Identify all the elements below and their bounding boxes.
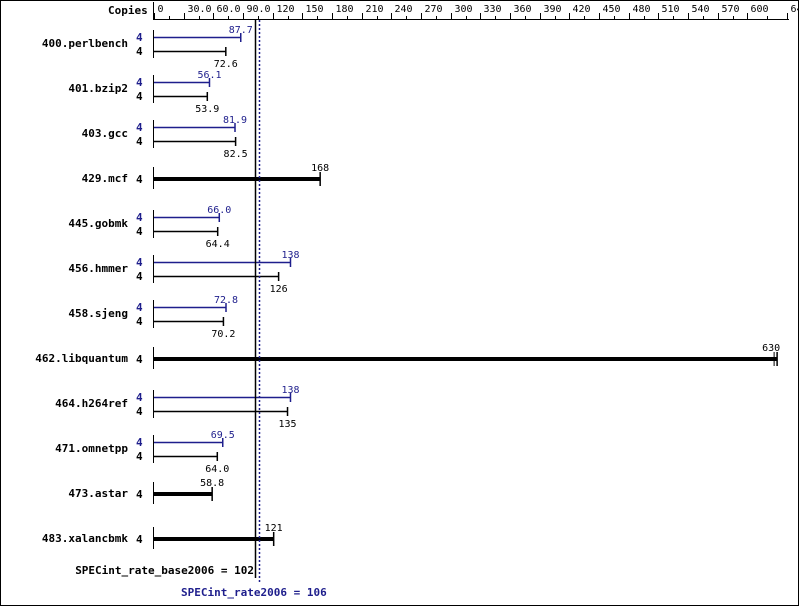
peak-value-label: 56.1: [197, 70, 221, 81]
x-tick-label: 30.0: [188, 4, 212, 15]
benchmark-row: 403.gcc 4 81.9 4 82.5: [82, 115, 248, 160]
base-copies: 4: [136, 45, 143, 58]
base-bar: [154, 537, 274, 541]
x-tick-label: 570: [722, 4, 740, 15]
base-value-label: 630: [762, 343, 780, 354]
x-axis: 0 30.0 60.0 90.0 120 150 180 210 240 270 300 330 360…: [153, 2, 799, 20]
benchmark-name: 483.xalancbmk: [42, 532, 128, 545]
base-copies: 4: [136, 353, 143, 366]
peak-copies: 4: [136, 211, 143, 224]
benchmark-name: 429.mcf: [82, 172, 128, 185]
x-tick-label: 120: [277, 4, 295, 15]
x-tick-label: 300: [455, 4, 473, 15]
base-copies: 4: [136, 270, 143, 283]
summary-lines: SPECint_rate_base2006 = 102 SPECint_rate2…: [75, 20, 327, 599]
benchmark-name: 445.gobmk: [68, 217, 128, 230]
x-tick-label: 450: [603, 4, 621, 15]
x-tick-label: 0: [158, 4, 164, 15]
peak-copies: 4: [136, 76, 143, 89]
benchmark-row: 458.sjeng 4 72.8 4 70.2: [68, 295, 238, 340]
benchmark-name: 456.hmmer: [68, 262, 128, 275]
base-summary-label: SPECint_rate_base2006 = 102: [75, 564, 254, 577]
peak-copies: 4: [136, 436, 143, 449]
x-tick-label: 510: [662, 4, 680, 15]
base-value-label: 168: [311, 163, 329, 174]
benchmark-row: 400.perlbench 4 87.7 4 72.6: [42, 25, 253, 70]
peak-copies: 4: [136, 391, 143, 404]
benchmark-rows: 400.perlbench 4 87.7 4 72.6 401.bzip2 4 56.1 4 53…: [35, 25, 780, 549]
base-copies: 4: [136, 90, 143, 103]
x-tick-label: 640: [791, 4, 799, 15]
x-tick-label: 60.0: [217, 4, 241, 15]
peak-value-label: 81.9: [223, 115, 247, 126]
benchmark-name: 464.h264ref: [55, 397, 128, 410]
x-tick-label: 420: [573, 4, 591, 15]
base-copies: 4: [136, 488, 143, 501]
x-tick-label: 240: [395, 4, 413, 15]
base-copies: 4: [136, 173, 143, 186]
x-tick-label: 480: [633, 4, 651, 15]
x-tick-label: 150: [306, 4, 324, 15]
benchmark-name: 401.bzip2: [68, 82, 128, 95]
base-copies: 4: [136, 315, 143, 328]
peak-copies: 4: [136, 121, 143, 134]
x-tick-label: 270: [425, 4, 443, 15]
peak-copies: 4: [136, 256, 143, 269]
base-value-label: 135: [278, 419, 296, 430]
benchmark-row: 429.mcf 4 168: [82, 163, 329, 189]
benchmark-name: 462.libquantum: [35, 352, 128, 365]
peak-copies: 4: [136, 301, 143, 314]
base-copies: 4: [136, 450, 143, 463]
base-value-label: 53.9: [195, 104, 219, 115]
benchmark-row: 456.hmmer 4 138 4 126: [68, 250, 299, 295]
base-copies: 4: [136, 405, 143, 418]
benchmark-row: 401.bzip2 4 56.1 4 53.9: [68, 70, 221, 115]
benchmark-row: 445.gobmk 4 66.0 4 64.4: [68, 205, 231, 250]
peak-value-label: 138: [281, 250, 299, 261]
benchmark-name: 471.omnetpp: [55, 442, 128, 455]
benchmark-name: 403.gcc: [82, 127, 128, 140]
x-tick-label: 390: [544, 4, 562, 15]
peak-value-label: 87.7: [229, 25, 253, 36]
base-copies: 4: [136, 533, 143, 546]
benchmark-name: 400.perlbench: [42, 37, 128, 50]
base-value-label: 72.6: [214, 59, 238, 70]
base-value-label: 82.5: [224, 149, 248, 160]
base-value-label: 121: [265, 523, 283, 534]
peak-value-label: 69.5: [211, 430, 235, 441]
base-bar: [154, 492, 213, 496]
benchmark-row: 462.libquantum 4 630: [35, 343, 780, 369]
x-tick-label: 540: [692, 4, 710, 15]
peak-value-label: 66.0: [207, 205, 231, 216]
peak-value-label: 72.8: [214, 295, 238, 306]
x-tick-label: 330: [484, 4, 502, 15]
x-tick-label: 90.0: [247, 4, 271, 15]
x-tick-label: 210: [366, 4, 384, 15]
base-copies: 4: [136, 135, 143, 148]
base-copies: 4: [136, 225, 143, 238]
benchmark-row: 473.astar 4 58.8: [68, 478, 224, 504]
benchmark-row: 483.xalancbmk 4 121: [42, 523, 283, 549]
base-value-label: 64.4: [206, 239, 230, 250]
peak-summary-label: SPECint_rate2006 = 106: [181, 586, 327, 599]
base-bar: [154, 357, 778, 361]
benchmark-name: 473.astar: [68, 487, 128, 500]
benchmark-row: 471.omnetpp 4 69.5 4 64.0: [55, 430, 235, 475]
base-value-label: 70.2: [211, 329, 235, 340]
base-value-label: 126: [270, 284, 288, 295]
benchmark-name: 458.sjeng: [68, 307, 128, 320]
base-bar: [154, 177, 321, 181]
x-tick-label: 360: [514, 4, 532, 15]
benchmark-row: 464.h264ref 4 138 4 135: [55, 385, 299, 430]
base-value-label: 64.0: [205, 464, 229, 475]
peak-copies: 4: [136, 31, 143, 44]
base-value-label: 58.8: [200, 478, 224, 489]
peak-value-label: 138: [281, 385, 299, 396]
x-tick-label: 180: [336, 4, 354, 15]
x-tick-label: 600: [751, 4, 769, 15]
copies-header: Copies: [108, 4, 148, 17]
